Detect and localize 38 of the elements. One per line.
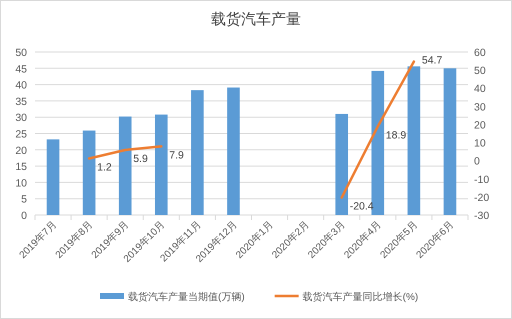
y-tick-label: 5: [21, 194, 28, 206]
data-label: 5.9: [133, 152, 148, 165]
y2-tick-label: 30: [474, 101, 486, 114]
y-tick-label: 30: [15, 112, 28, 124]
y-tick-label: 0: [21, 210, 28, 222]
data-label: 54.7: [422, 54, 442, 67]
data-label: 18.9: [386, 129, 406, 142]
y2-tick-label: 50: [474, 65, 486, 78]
y2-tick-label: 0: [474, 156, 480, 168]
bar: [191, 90, 204, 215]
bar: [82, 130, 96, 215]
bar: [46, 139, 60, 215]
legend-label: 载货汽车产量同比增长(%): [302, 291, 418, 303]
y2-tick-label: 20: [474, 119, 486, 132]
bar: [227, 88, 240, 215]
y-tick-label: 20: [15, 144, 28, 157]
y-tick-label: 10: [15, 177, 28, 190]
y2-tick-label: 60: [474, 47, 486, 59]
bar: [154, 114, 168, 215]
title: 载货汽车产量: [211, 11, 301, 28]
y-tick-label: 40: [15, 80, 28, 92]
y-tick-label: 45: [15, 63, 28, 76]
y-tick-label: 15: [15, 161, 28, 174]
data-label: 1.2: [97, 161, 112, 174]
y-tick-label: 50: [15, 47, 28, 59]
data-label: 7.9: [169, 149, 184, 162]
bar: [335, 114, 348, 215]
y-tick-label: 25: [15, 128, 28, 140]
bar: [444, 68, 456, 215]
y2-tick-label: -10: [474, 174, 490, 186]
y2-tick-label: 10: [474, 138, 486, 150]
y2-tick-label: 40: [474, 83, 486, 96]
bar: [118, 116, 132, 215]
y2-tick-label: -20: [474, 192, 490, 204]
y-tick-label: 35: [15, 96, 28, 108]
legend-label: 载货汽车产量当期值(万辆): [128, 291, 245, 303]
y2-tick-label: -30: [474, 210, 490, 222]
bar: [408, 66, 420, 215]
